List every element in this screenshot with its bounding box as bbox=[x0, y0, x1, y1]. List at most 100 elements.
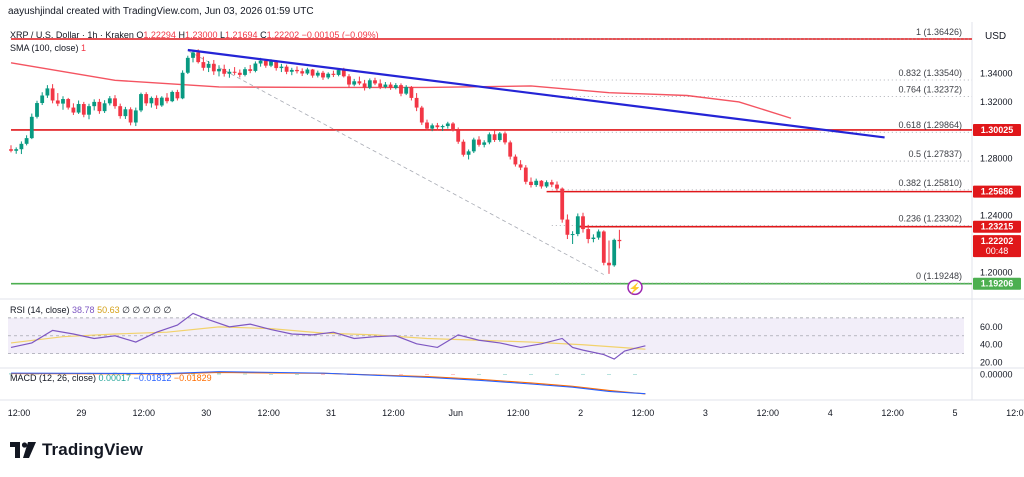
rsi-label: RSI (14, close) bbox=[10, 305, 72, 315]
candle-body bbox=[425, 122, 429, 129]
ohlc-value: 1.21694 bbox=[225, 30, 260, 40]
candle-body bbox=[315, 72, 320, 76]
candle-body bbox=[71, 107, 76, 113]
tradingview-brand[interactable]: TradingView bbox=[10, 438, 143, 462]
macd-label: MACD (12, 26, close) bbox=[10, 373, 99, 383]
macd-hist-bar bbox=[399, 374, 403, 375]
candle-body bbox=[149, 97, 154, 104]
candle-body bbox=[508, 142, 513, 157]
candle-body bbox=[40, 95, 45, 104]
candle-body bbox=[581, 216, 585, 230]
time-tick-label: 12:00 bbox=[8, 408, 31, 418]
time-tick-label: 12:00 bbox=[133, 408, 156, 418]
candle-body bbox=[601, 231, 606, 263]
candle-body bbox=[185, 57, 190, 73]
candle-body bbox=[471, 139, 476, 152]
candle-body bbox=[243, 69, 247, 75]
candle-body bbox=[560, 188, 565, 220]
candle-body bbox=[456, 130, 461, 142]
price-tick-label: 1.32000 bbox=[980, 97, 1013, 107]
candle-body bbox=[331, 73, 336, 75]
candle-body bbox=[435, 125, 440, 128]
candle-body bbox=[544, 182, 549, 187]
candle-body bbox=[92, 101, 97, 107]
time-tick-label: 29 bbox=[76, 408, 86, 418]
candle-body bbox=[123, 109, 128, 117]
candle-body bbox=[87, 106, 91, 115]
candle-body bbox=[617, 239, 622, 242]
macd-hist-bar bbox=[555, 373, 559, 375]
candle-body bbox=[336, 70, 341, 75]
candle-body bbox=[35, 103, 39, 117]
candle-body bbox=[404, 86, 409, 94]
price-label-box bbox=[973, 277, 1021, 290]
price-label-text: 1.30025 bbox=[981, 125, 1014, 135]
candle-body bbox=[269, 61, 273, 66]
candle-body bbox=[383, 84, 388, 87]
candle-body bbox=[289, 69, 294, 72]
fib-level-label: 0.764 (1.32372) bbox=[898, 85, 962, 95]
candle-body bbox=[362, 83, 367, 88]
candle-body bbox=[399, 85, 403, 94]
candle-body bbox=[388, 84, 393, 88]
macd-hist-bar bbox=[321, 374, 325, 375]
candle-body bbox=[144, 94, 149, 104]
time-tick-label: 4 bbox=[828, 408, 833, 418]
candle-body bbox=[341, 70, 346, 77]
candle-body bbox=[279, 66, 284, 69]
candle-body bbox=[419, 107, 424, 123]
candle-body bbox=[607, 262, 611, 266]
candle-body bbox=[274, 61, 279, 69]
candle-body bbox=[9, 149, 13, 151]
candle-body bbox=[503, 133, 507, 143]
macd-hist-bar bbox=[633, 374, 637, 375]
price-label-box bbox=[973, 185, 1021, 198]
trendline bbox=[187, 48, 885, 139]
candle-body bbox=[357, 81, 362, 84]
candle-body bbox=[321, 72, 325, 78]
candle-body bbox=[549, 182, 554, 185]
candle-body bbox=[347, 76, 351, 85]
candle-body bbox=[211, 63, 216, 72]
macd-hist-bar bbox=[529, 374, 533, 375]
candle-body bbox=[492, 134, 497, 140]
time-tick-label: 12:00 bbox=[382, 408, 405, 418]
rsi-ma-value: 50.63 bbox=[97, 305, 122, 315]
candle-body bbox=[102, 103, 107, 112]
macd-hist-bar bbox=[295, 374, 299, 375]
price-label-text: 1.19206 bbox=[981, 279, 1014, 289]
candle-body bbox=[295, 69, 299, 72]
ohlc-key: H bbox=[178, 30, 185, 40]
candle-body bbox=[477, 139, 481, 145]
candle-body bbox=[191, 52, 195, 58]
candle-body bbox=[128, 109, 133, 123]
candle-body bbox=[461, 141, 466, 155]
price-label-box bbox=[973, 235, 1021, 258]
marker-icon bbox=[627, 279, 643, 296]
time-tick-label: 2 bbox=[578, 408, 583, 418]
candle-body bbox=[14, 149, 19, 151]
macd-signal-line bbox=[10, 371, 646, 395]
sma-label: SMA (100, close) bbox=[10, 43, 81, 53]
macd-hist-bar bbox=[477, 374, 481, 375]
candle-body bbox=[310, 69, 315, 76]
price-tick-label: 1.24000 bbox=[980, 211, 1013, 221]
candle-body bbox=[284, 66, 289, 72]
time-tick-label: Jun bbox=[449, 408, 464, 418]
candle-body bbox=[518, 164, 523, 168]
candle-body bbox=[55, 100, 60, 104]
price-label-text: 1.25686 bbox=[981, 187, 1014, 197]
candle-body bbox=[170, 91, 175, 102]
candle-body bbox=[305, 69, 310, 74]
sma-legend: SMA (100, close) 1 bbox=[10, 43, 86, 53]
macd-hist-bar bbox=[425, 374, 429, 375]
time-tick-label: 31 bbox=[326, 408, 336, 418]
candle-body bbox=[409, 86, 414, 98]
instrument-label: XRP / U.S. Dollar · 1h · Kraken bbox=[10, 30, 136, 40]
fib-level-label: 0 (1.19248) bbox=[916, 271, 962, 281]
candle-body bbox=[201, 62, 206, 68]
candle-body bbox=[24, 138, 29, 144]
ohlc-key: L bbox=[220, 30, 225, 40]
price-label-box bbox=[973, 123, 1021, 136]
price-tick-label: 1.28000 bbox=[980, 154, 1013, 164]
